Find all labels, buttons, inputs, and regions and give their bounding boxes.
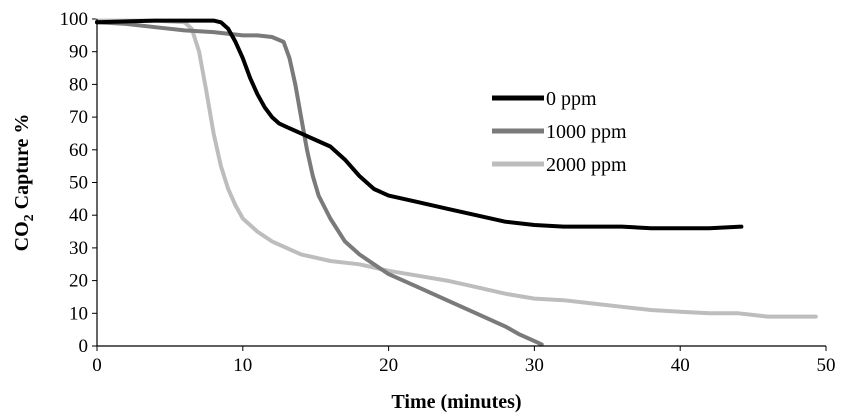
y-tick-label: 70 [69,107,88,128]
y-tick-label: 50 [69,173,88,194]
series-line-2000-ppm [95,18,818,319]
x-tick-label: 0 [92,355,102,376]
series-lines [95,18,818,347]
y-axis-title: CO2 Capture % [11,114,37,252]
x-tick-label: 30 [525,355,544,376]
x-tick-label: 10 [233,355,252,376]
y-tick-label: 100 [60,9,89,30]
y-axis-title-rest: Capture % [11,114,33,215]
legend-label: 1000 ppm [546,121,627,143]
x-tick-label: 20 [379,355,398,376]
y-tick-label: 60 [69,140,88,161]
y-tick-label: 80 [69,74,88,95]
y-tick-label: 0 [79,336,89,357]
x-tick-label: 40 [671,355,690,376]
y-tick-label: 40 [69,205,88,226]
x-tick-label: 50 [817,355,836,376]
x-axis-ticks: 0 10 20 30 40 50 [92,346,836,376]
y-tick-label: 90 [69,42,88,63]
y-axis-title-subscript: 2 [22,214,37,221]
y-tick-label: 30 [69,238,88,259]
legend-label: 0 ppm [546,88,597,110]
legend-label: 2000 ppm [546,154,627,176]
y-axis-title-main: CO [11,221,33,251]
y-axis-ticks: 0 10 20 30 40 50 60 70 80 90 100 [60,9,97,357]
legend: 0 ppm 1000 ppm 2000 ppm [492,88,627,176]
y-tick-label: 20 [69,271,88,292]
series-line-0-ppm [95,18,744,231]
series-line-1000-ppm [95,20,544,347]
x-axis-title: Time (minutes) [391,391,521,413]
y-tick-label: 10 [69,303,88,324]
